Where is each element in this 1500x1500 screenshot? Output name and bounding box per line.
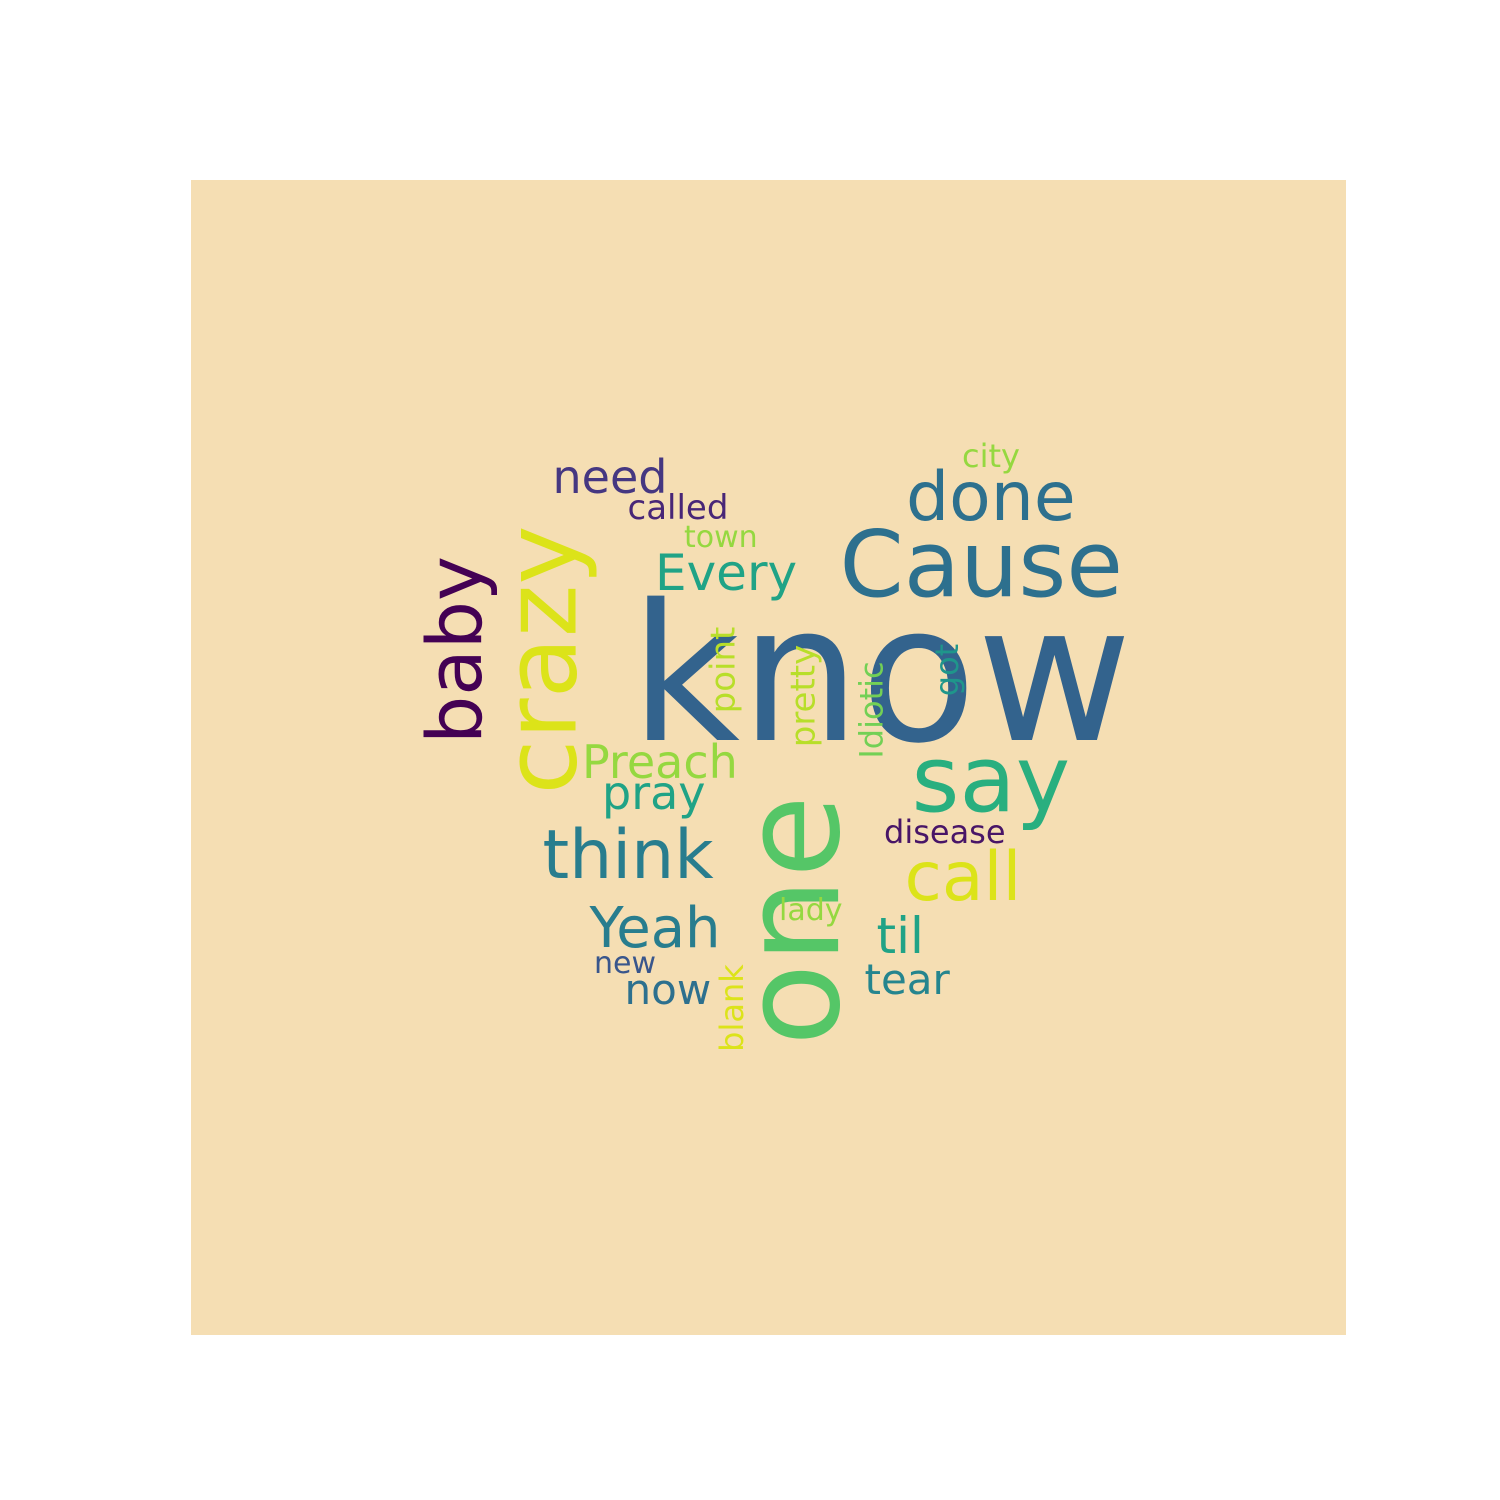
word-til: til [876, 907, 924, 965]
word-yeah: Yeah [589, 896, 721, 961]
word-town: town [684, 520, 758, 555]
word-need: need [552, 450, 668, 504]
word-say: say [911, 726, 1071, 833]
word-preach: Preach [582, 735, 738, 789]
word-idiotic: Idiotic [852, 661, 891, 759]
word-disease: disease [884, 813, 1006, 851]
word-cause: Cause [839, 511, 1123, 618]
word-pray: pray [602, 766, 706, 820]
word-new: new [594, 946, 657, 981]
word-cloud-canvas: know one Cause crazy say done baby think call Yea… [191, 180, 1346, 1335]
word-now: now [624, 965, 712, 1014]
word-point: point [702, 626, 743, 714]
word-got: got [928, 643, 967, 697]
word-called: called [627, 488, 729, 528]
word-call: call [904, 838, 1022, 917]
word-crazy: crazy [482, 525, 600, 795]
word-tear: tear [864, 955, 950, 1004]
word-baby: baby [410, 555, 500, 745]
word-every: Every [655, 544, 798, 602]
word-city: city [962, 437, 1020, 475]
word-done: done [906, 458, 1076, 537]
word-lady: lady [779, 893, 843, 928]
word-know: know [630, 564, 1133, 785]
word-pretty: pretty [782, 644, 823, 748]
word-think: think [542, 816, 714, 895]
word-blank: blank [712, 964, 751, 1052]
